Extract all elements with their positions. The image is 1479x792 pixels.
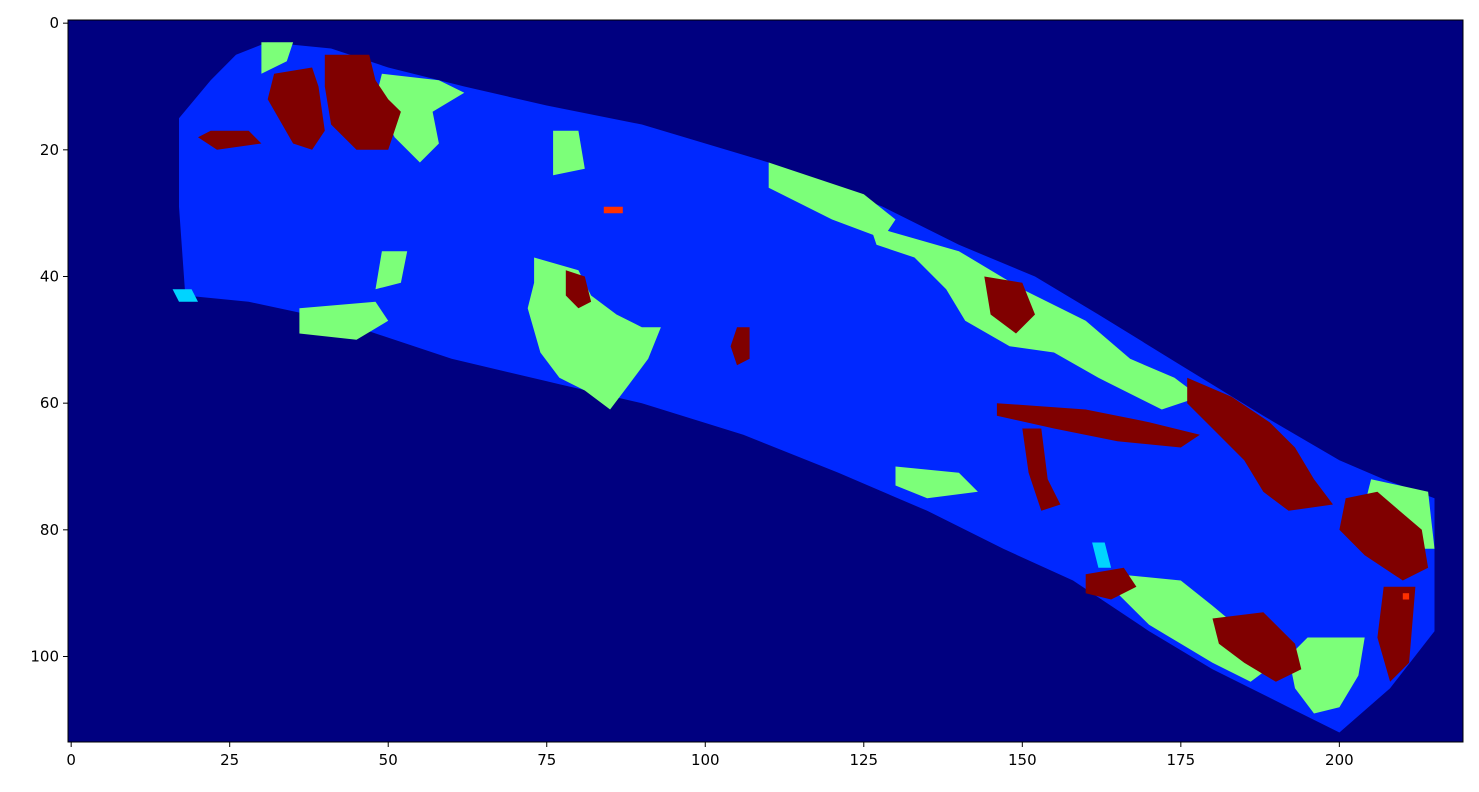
region-class_3-11: [1288, 637, 1365, 714]
region-class_5-22: [565, 270, 592, 309]
x-tick-label: 100: [691, 751, 720, 769]
region-class_3-1: [261, 42, 294, 74]
y-tick-label: 0: [49, 14, 59, 32]
region-class_5-21: [1022, 428, 1061, 511]
region-class_5-24: [1085, 567, 1137, 600]
region-class_3-2: [375, 73, 465, 163]
region-class_5-23: [730, 327, 750, 366]
region-class_5-13: [267, 67, 325, 150]
x-tick-label: 125: [849, 751, 878, 769]
x-tick-label: 0: [66, 751, 76, 769]
region-class_3-7: [299, 301, 389, 340]
x-tick-label: 175: [1167, 751, 1196, 769]
x-axis: 0 25 50 75 100 125 150 175 200: [66, 742, 1354, 769]
heatmap-regions: [172, 42, 1435, 733]
region-class_4-28: [603, 206, 623, 214]
region-class_3-8: [375, 251, 408, 290]
x-tick-label: 150: [1008, 751, 1037, 769]
region-class_3-3: [553, 130, 585, 176]
x-tick-label: 200: [1325, 751, 1354, 769]
region-class_5-14: [324, 54, 401, 150]
y-tick-label: 20: [40, 141, 59, 159]
x-tick-label: 50: [379, 751, 398, 769]
region-class_2-27: [1092, 542, 1112, 568]
region-class_5-15: [198, 130, 262, 150]
y-tick-label: 100: [30, 648, 59, 666]
region-class_5-18: [1339, 491, 1429, 581]
plot-frame: [67, 19, 1464, 743]
region-class_5-19: [1212, 612, 1302, 682]
region-class_3-5: [870, 225, 1200, 410]
region-class_1-0: [179, 42, 1435, 733]
region-class_3-4: [768, 162, 896, 239]
y-tick-label: 40: [40, 268, 59, 286]
y-axis: 0 20 40 60 80 100: [30, 14, 68, 666]
region-class_5-17: [1187, 377, 1333, 511]
region-class_2-26: [172, 289, 198, 302]
region-class_4-29: [1402, 593, 1410, 600]
region-class_5-16: [996, 403, 1200, 448]
region-class_5-25: [1377, 586, 1416, 682]
region-class_3-9: [895, 466, 978, 499]
y-tick-label: 80: [40, 521, 59, 539]
x-tick-label: 75: [537, 751, 556, 769]
region-class_3-6: [527, 257, 661, 410]
y-tick-label: 60: [40, 394, 59, 412]
x-tick-label: 25: [220, 751, 239, 769]
region-class_5-20: [984, 276, 1035, 334]
